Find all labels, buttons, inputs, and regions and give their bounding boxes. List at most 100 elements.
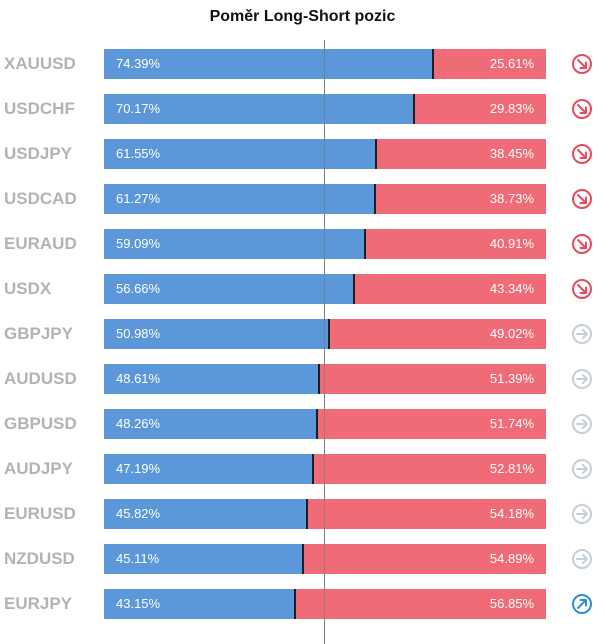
ratio-row: NZDUSD 45.11% 54.89%: [0, 544, 605, 574]
symbol-label: USDJPY: [4, 144, 73, 163]
symbol-label: GBPUSD: [4, 414, 77, 433]
ratio-bar: 70.17% 29.83%: [104, 94, 546, 124]
ratio-row: AUDJPY 47.19% 52.81%: [0, 454, 605, 484]
short-value-label: 40.91%: [489, 236, 534, 251]
short-bar: [319, 364, 546, 394]
arrow-right-icon: [571, 458, 593, 480]
short-value-label: 38.73%: [489, 191, 534, 206]
ratio-row: EURJPY 43.15% 56.85%: [0, 589, 605, 619]
short-bar: [375, 184, 546, 214]
arrow-right-icon: [571, 503, 593, 525]
arrow-down-right-icon: [571, 188, 593, 210]
ratio-row: USDX 56.66% 43.34%: [0, 274, 605, 304]
ratio-bar: 74.39% 25.61%: [104, 49, 546, 79]
symbol-label: AUDJPY: [4, 459, 73, 478]
short-value-label: 52.81%: [489, 461, 534, 476]
ratio-divider: [364, 229, 366, 259]
ratio-row: GBPJPY 50.98% 49.02%: [0, 319, 605, 349]
long-bar: [104, 364, 319, 394]
long-bar: [104, 49, 433, 79]
ratio-row: AUDUSD 48.61% 51.39%: [0, 364, 605, 394]
short-bar: [303, 544, 546, 574]
arrow-right-icon: [571, 323, 593, 345]
long-value-label: 74.39%: [116, 56, 161, 71]
long-value-label: 47.19%: [116, 461, 161, 476]
long-value-label: 70.17%: [116, 101, 161, 116]
short-value-label: 54.18%: [489, 506, 534, 521]
arrow-down-right-icon: [571, 53, 593, 75]
ratio-row: XAUUSD 74.39% 25.61%: [0, 49, 605, 79]
symbol-label: EURJPY: [4, 594, 73, 613]
long-bar: [104, 454, 313, 484]
short-bar: [317, 409, 546, 439]
long-value-label: 48.26%: [116, 416, 161, 431]
ratio-bar: 56.66% 43.34%: [104, 274, 546, 304]
short-bar: [354, 274, 546, 304]
ratio-divider: [306, 499, 308, 529]
symbol-label: USDX: [4, 279, 52, 298]
symbol-label: EURUSD: [4, 504, 76, 523]
ratio-divider: [312, 454, 314, 484]
short-value-label: 49.02%: [489, 326, 534, 341]
long-bar: [104, 544, 303, 574]
arrow-right-icon: [571, 413, 593, 435]
arrow-down-right-icon: [571, 233, 593, 255]
short-value-label: 38.45%: [489, 146, 534, 161]
short-bar: [365, 229, 546, 259]
symbol-label: USDCAD: [4, 189, 77, 208]
ratio-divider: [432, 49, 434, 79]
long-bar: [104, 499, 307, 529]
arrow-down-right-icon: [571, 98, 593, 120]
long-bar: [104, 229, 365, 259]
long-bar: [104, 94, 414, 124]
short-value-label: 54.89%: [489, 551, 534, 566]
short-bar: [376, 139, 546, 169]
ratio-divider: [353, 274, 355, 304]
arrow-down-right-icon: [571, 143, 593, 165]
ratio-divider: [374, 184, 376, 214]
ratio-row: GBPUSD 48.26% 51.74%: [0, 409, 605, 439]
long-value-label: 43.15%: [116, 596, 161, 611]
long-value-label: 59.09%: [116, 236, 161, 251]
long-value-label: 45.82%: [116, 506, 161, 521]
ratio-bar: 61.55% 38.45%: [104, 139, 546, 169]
ratio-divider: [318, 364, 320, 394]
long-bar: [104, 274, 354, 304]
ratio-row: USDJPY 61.55% 38.45%: [0, 139, 605, 169]
chart-title: Poměr Long-Short pozic: [209, 8, 396, 25]
short-value-label: 51.39%: [489, 371, 534, 386]
short-bar: [329, 319, 546, 349]
long-bar: [104, 139, 376, 169]
symbol-label: EURAUD: [4, 234, 77, 253]
long-bar: [104, 184, 375, 214]
short-value-label: 25.61%: [489, 56, 534, 71]
ratio-bar: 59.09% 40.91%: [104, 229, 546, 259]
short-bar: [295, 589, 546, 619]
short-value-label: 29.83%: [489, 101, 534, 116]
short-bar: [313, 454, 546, 484]
long-value-label: 61.27%: [116, 191, 161, 206]
ratio-divider: [328, 319, 330, 349]
ratio-bar: 47.19% 52.81%: [104, 454, 546, 484]
ratio-row: USDCAD 61.27% 38.73%: [0, 184, 605, 214]
ratio-bar: 50.98% 49.02%: [104, 319, 546, 349]
arrow-right-icon: [571, 368, 593, 390]
long-bar: [104, 589, 295, 619]
long-value-label: 48.61%: [116, 371, 161, 386]
ratio-divider: [316, 409, 318, 439]
ratio-row: USDCHF 70.17% 29.83%: [0, 94, 605, 124]
short-bar: [433, 49, 546, 79]
short-bar: [307, 499, 546, 529]
symbol-label: NZDUSD: [4, 549, 75, 568]
long-value-label: 56.66%: [116, 281, 161, 296]
symbol-label: AUDUSD: [4, 369, 77, 388]
ratio-bar: 48.26% 51.74%: [104, 409, 546, 439]
symbol-label: XAUUSD: [4, 54, 76, 73]
ratio-divider: [302, 544, 304, 574]
ratio-divider: [375, 139, 377, 169]
short-value-label: 56.85%: [489, 596, 534, 611]
arrow-down-right-icon: [571, 278, 593, 300]
short-value-label: 51.74%: [489, 416, 534, 431]
long-bar: [104, 409, 317, 439]
ratio-bar: 61.27% 38.73%: [104, 184, 546, 214]
